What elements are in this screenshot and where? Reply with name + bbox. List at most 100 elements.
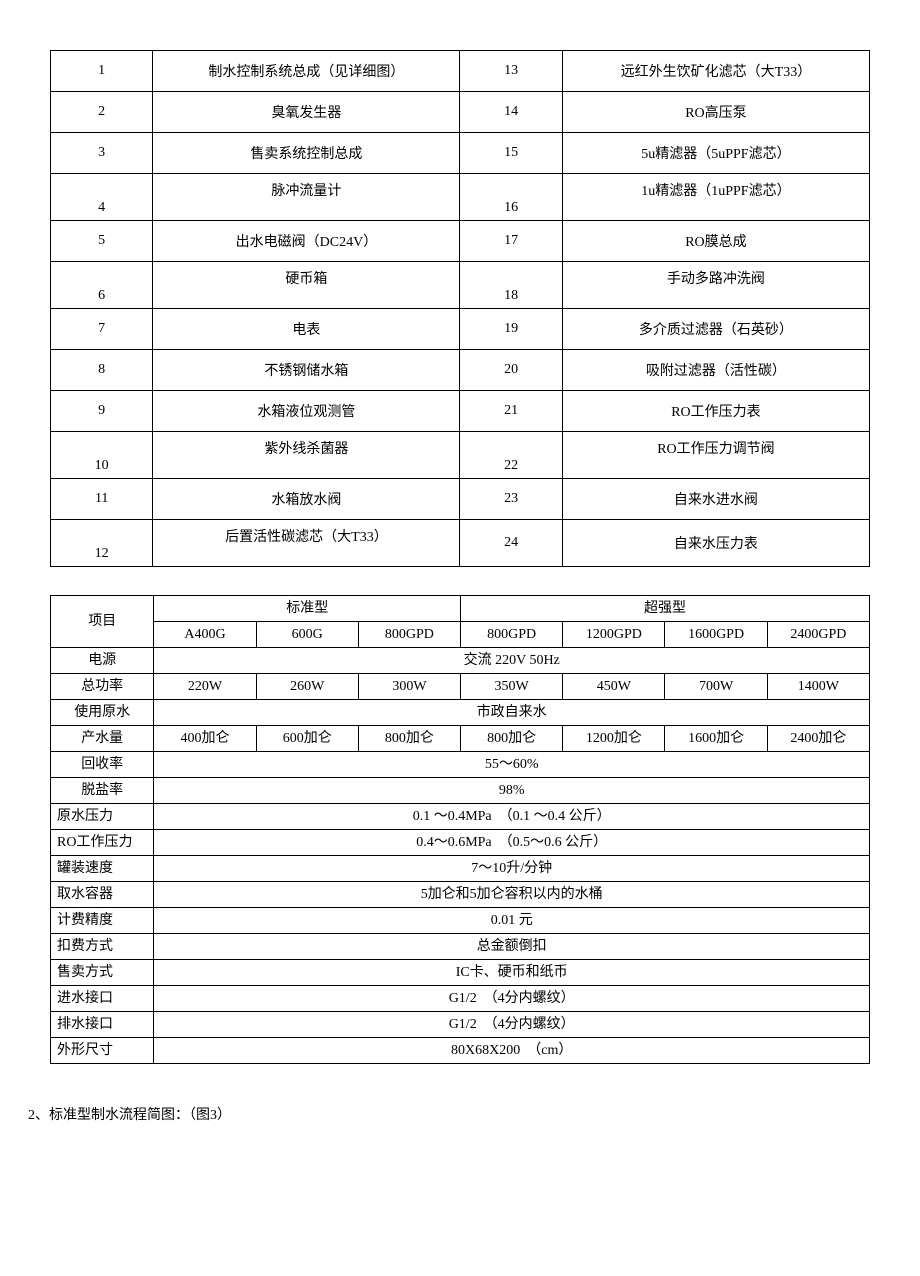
spec-label: 脱盐率: [51, 778, 154, 804]
spec-value: 260W: [256, 674, 358, 700]
spec-model: 1600GPD: [665, 622, 767, 648]
parts-desc: RO工作压力调节阀: [562, 432, 869, 479]
spec-label: 扣费方式: [51, 934, 154, 960]
spec-value: 0.01 元: [154, 908, 870, 934]
parts-desc: 5u精滤器（5uPPF滤芯）: [562, 133, 869, 174]
spec-label: 电源: [51, 648, 154, 674]
parts-index: 1: [51, 51, 153, 92]
parts-desc: 臭氧发生器: [153, 92, 460, 133]
parts-table-body: 1制水控制系统总成（见详细图）13远红外生饮矿化滤芯（大T33）2臭氧发生器14…: [51, 51, 870, 567]
spec-value: 350W: [461, 674, 563, 700]
table-row: 7电表19多介质过滤器（石英砂）: [51, 309, 870, 350]
spec-header-sup: 超强型: [461, 596, 870, 622]
spec-value: 总金额倒扣: [154, 934, 870, 960]
parts-index: 10: [51, 432, 153, 479]
parts-desc: 售卖系统控制总成: [153, 133, 460, 174]
parts-index: 14: [460, 92, 562, 133]
parts-desc: 脉冲流量计: [153, 174, 460, 221]
spec-value: 400加仑: [154, 726, 256, 752]
table-row: 6硬币箱18手动多路冲洗阀: [51, 262, 870, 309]
parts-desc: 硬币箱: [153, 262, 460, 309]
parts-desc: 远红外生饮矿化滤芯（大T33）: [562, 51, 869, 92]
spec-value: 800加仑: [461, 726, 563, 752]
spec-table: 项目标准型超强型A400G600G800GPD800GPD1200GPD1600…: [50, 595, 870, 1064]
parts-index: 11: [51, 479, 153, 520]
parts-index: 18: [460, 262, 562, 309]
parts-desc: 制水控制系统总成（见详细图）: [153, 51, 460, 92]
table-row: 取水容器5加仑和5加仑容积以内的水桶: [51, 882, 870, 908]
table-row: 进水接口G1/2 （4分内螺纹）: [51, 986, 870, 1012]
parts-desc: 水箱放水阀: [153, 479, 460, 520]
parts-desc: RO工作压力表: [562, 391, 869, 432]
spec-value: IC卡、硬币和纸币: [154, 960, 870, 986]
table-row: 5出水电磁阀（DC24V）17RO膜总成: [51, 221, 870, 262]
parts-index: 13: [460, 51, 562, 92]
table-row: RO工作压力0.4～0.6MPa （0.5～0.6 公斤）: [51, 830, 870, 856]
spec-label: 罐装速度: [51, 856, 154, 882]
spec-value: 700W: [665, 674, 767, 700]
table-row: 4脉冲流量计161u精滤器（1uPPF滤芯）: [51, 174, 870, 221]
parts-desc: 水箱液位观测管: [153, 391, 460, 432]
spec-value: 2400加仑: [767, 726, 869, 752]
spec-label: 总功率: [51, 674, 154, 700]
parts-desc: 吸附过滤器（活性碳）: [562, 350, 869, 391]
spec-value: 98%: [154, 778, 870, 804]
parts-index: 6: [51, 262, 153, 309]
parts-index: 24: [460, 520, 562, 567]
parts-index: 4: [51, 174, 153, 221]
spec-value: 800加仑: [358, 726, 460, 752]
spec-value: 交流 220V 50Hz: [154, 648, 870, 674]
spec-value: 7～10升/分钟: [154, 856, 870, 882]
table-row: 排水接口G1/2 （4分内螺纹）: [51, 1012, 870, 1038]
table-row: 扣费方式总金额倒扣: [51, 934, 870, 960]
spec-model: 1200GPD: [563, 622, 665, 648]
table-row: 9水箱液位观测管21RO工作压力表: [51, 391, 870, 432]
table-row: 12后置活性碳滤芯（大T33）24自来水压力表: [51, 520, 870, 567]
table-row: A400G600G800GPD800GPD1200GPD1600GPD2400G…: [51, 622, 870, 648]
spec-value: 300W: [358, 674, 460, 700]
spec-model: 800GPD: [358, 622, 460, 648]
parts-desc: RO高压泵: [562, 92, 869, 133]
spec-header-std: 标准型: [154, 596, 461, 622]
table-row: 产水量400加仑600加仑800加仑800加仑1200加仑1600加仑2400加…: [51, 726, 870, 752]
parts-desc: 电表: [153, 309, 460, 350]
spec-label: 回收率: [51, 752, 154, 778]
table-row: 外形尺寸80X68X200 （cm）: [51, 1038, 870, 1064]
spec-model: 2400GPD: [767, 622, 869, 648]
parts-index: 19: [460, 309, 562, 350]
table-row: 电源交流 220V 50Hz: [51, 648, 870, 674]
table-row: 回收率55～60%: [51, 752, 870, 778]
spec-table-body: 项目标准型超强型A400G600G800GPD800GPD1200GPD1600…: [51, 596, 870, 1064]
spec-model: 800GPD: [461, 622, 563, 648]
parts-index: 23: [460, 479, 562, 520]
table-row: 售卖方式IC卡、硬币和纸币: [51, 960, 870, 986]
parts-index: 20: [460, 350, 562, 391]
spec-value: G1/2 （4分内螺纹）: [154, 986, 870, 1012]
parts-index: 8: [51, 350, 153, 391]
table-row: 8不锈钢储水箱20吸附过滤器（活性碳）: [51, 350, 870, 391]
parts-index: 21: [460, 391, 562, 432]
table-row: 2臭氧发生器14RO高压泵: [51, 92, 870, 133]
parts-desc: 紫外线杀菌器: [153, 432, 460, 479]
parts-index: 9: [51, 391, 153, 432]
spec-label: 产水量: [51, 726, 154, 752]
spec-value: 0.4～0.6MPa （0.5～0.6 公斤）: [154, 830, 870, 856]
spec-value: 55～60%: [154, 752, 870, 778]
footnote-text: 2、标准型制水流程简图：（图3）: [28, 1104, 870, 1124]
spec-label: RO工作压力: [51, 830, 154, 856]
spec-value: 220W: [154, 674, 256, 700]
table-row: 1制水控制系统总成（见详细图）13远红外生饮矿化滤芯（大T33）: [51, 51, 870, 92]
spec-value: G1/2 （4分内螺纹）: [154, 1012, 870, 1038]
spec-label: 外形尺寸: [51, 1038, 154, 1064]
spec-label: 使用原水: [51, 700, 154, 726]
spec-value: 5加仑和5加仑容积以内的水桶: [154, 882, 870, 908]
spec-value: 0.1 ～0.4MPa （0.1 ～0.4 公斤）: [154, 804, 870, 830]
spec-header-item: 项目: [51, 596, 154, 648]
parts-index: 15: [460, 133, 562, 174]
spec-value: 1600加仑: [665, 726, 767, 752]
spec-label: 原水压力: [51, 804, 154, 830]
parts-index: 3: [51, 133, 153, 174]
spec-value: 450W: [563, 674, 665, 700]
table-row: 总功率220W260W300W350W450W700W1400W: [51, 674, 870, 700]
parts-desc: RO膜总成: [562, 221, 869, 262]
